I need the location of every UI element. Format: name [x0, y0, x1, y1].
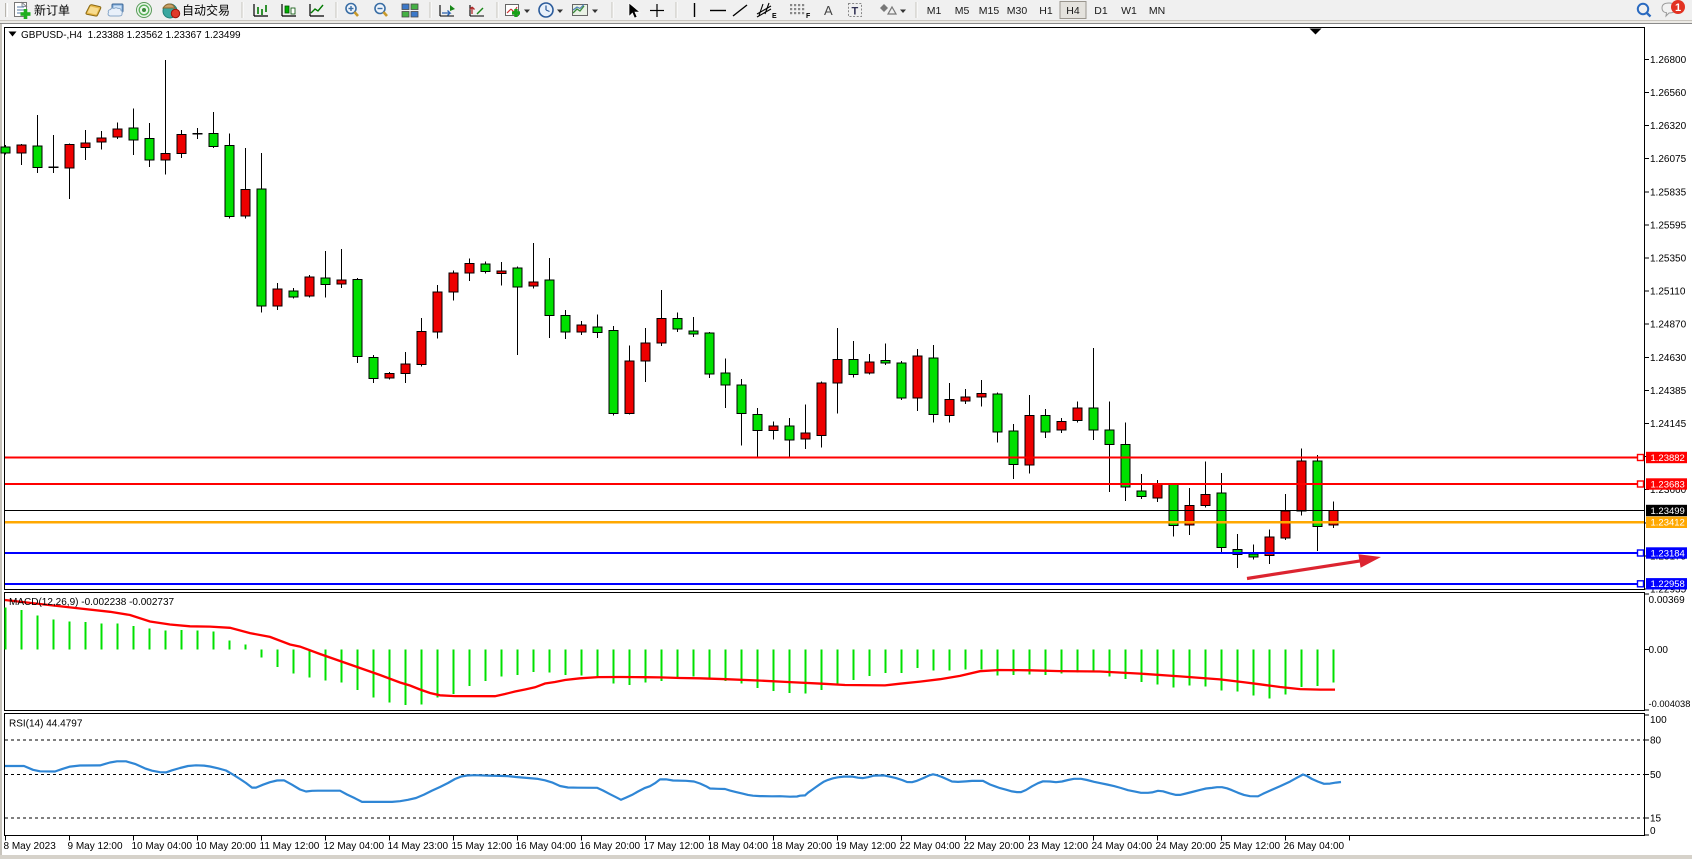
svg-text:22 May 20:00: 22 May 20:00: [964, 841, 1025, 852]
svg-text:23 May 12:00: 23 May 12:00: [1028, 841, 1089, 852]
svg-text:16 May 20:00: 16 May 20:00: [580, 841, 641, 852]
svg-text:1.23499: 1.23499: [1651, 506, 1685, 517]
svg-text:D1: D1: [1094, 5, 1108, 17]
svg-text:8 May 2023: 8 May 2023: [4, 841, 57, 852]
svg-text:A: A: [824, 3, 833, 18]
svg-text:H4: H4: [1066, 5, 1080, 17]
svg-text:T: T: [852, 6, 859, 18]
svg-text:1.24385: 1.24385: [1650, 386, 1687, 397]
svg-text:F: F: [806, 13, 811, 20]
svg-text:自动交易: 自动交易: [182, 3, 230, 18]
svg-text:11 May 12:00: 11 May 12:00: [260, 841, 320, 852]
svg-text:1.23882: 1.23882: [1651, 453, 1685, 464]
svg-text:25 May 12:00: 25 May 12:00: [1220, 841, 1281, 852]
svg-text:M30: M30: [1007, 5, 1028, 17]
svg-text:1.24870: 1.24870: [1650, 320, 1687, 331]
svg-text:0: 0: [1650, 826, 1656, 837]
svg-text:19 May 12:00: 19 May 12:00: [836, 841, 897, 852]
svg-text:1.23184: 1.23184: [1651, 548, 1685, 559]
svg-text:新订单: 新订单: [34, 3, 70, 18]
svg-text:1.24145: 1.24145: [1650, 419, 1687, 430]
svg-text:1.22935: 1.22935: [1650, 585, 1687, 596]
svg-text:15 May 12:00: 15 May 12:00: [452, 841, 513, 852]
svg-text:1.24630: 1.24630: [1650, 353, 1687, 364]
svg-text:50: 50: [1650, 770, 1662, 781]
svg-text:1.25350: 1.25350: [1650, 254, 1687, 265]
svg-text:1.25595: 1.25595: [1650, 220, 1687, 231]
svg-text:W1: W1: [1121, 5, 1137, 17]
svg-text:18 May 04:00: 18 May 04:00: [708, 841, 769, 852]
svg-text:E: E: [772, 13, 777, 20]
svg-text:18 May 20:00: 18 May 20:00: [772, 841, 833, 852]
svg-text:10 May 20:00: 10 May 20:00: [196, 841, 257, 852]
svg-text:MACD(12,26,9) -0.002238 -0.002: MACD(12,26,9) -0.002238 -0.002737: [9, 597, 175, 608]
svg-text:14 May 23:00: 14 May 23:00: [388, 841, 449, 852]
svg-text:15: 15: [1650, 814, 1662, 825]
svg-text:1.23683: 1.23683: [1651, 479, 1685, 490]
svg-text:9 May 12:00: 9 May 12:00: [68, 841, 123, 852]
svg-text:24 May 04:00: 24 May 04:00: [1092, 841, 1153, 852]
svg-text:1.25835: 1.25835: [1650, 187, 1687, 198]
svg-text:0.00: 0.00: [1649, 645, 1669, 656]
svg-text:10 May 04:00: 10 May 04:00: [132, 841, 193, 852]
svg-text:MN: MN: [1149, 5, 1165, 17]
svg-text:RSI(14) 44.4797: RSI(14) 44.4797: [9, 719, 83, 730]
svg-text:-0.004038: -0.004038: [1649, 699, 1691, 709]
svg-text:M5: M5: [955, 5, 970, 17]
svg-text:0.00369: 0.00369: [1649, 595, 1686, 606]
svg-text:24 May 20:00: 24 May 20:00: [1156, 841, 1217, 852]
svg-text:1.26800: 1.26800: [1650, 55, 1687, 66]
svg-text:22 May 04:00: 22 May 04:00: [900, 841, 961, 852]
svg-text:1.26560: 1.26560: [1650, 88, 1687, 99]
svg-text:12 May 04:00: 12 May 04:00: [324, 841, 385, 852]
svg-text:17 May 12:00: 17 May 12:00: [644, 841, 705, 852]
svg-text:1.22958: 1.22958: [1651, 579, 1685, 590]
svg-text:M1: M1: [927, 5, 942, 17]
svg-text:1.23412: 1.23412: [1651, 518, 1685, 529]
svg-text:1.25110: 1.25110: [1650, 287, 1686, 298]
svg-text:1.26320: 1.26320: [1650, 121, 1687, 132]
svg-text:1.26075: 1.26075: [1650, 154, 1687, 165]
svg-text:GBPUSD-,H4 1.23388 1.23562 1.: GBPUSD-,H4 1.23388 1.23562 1.23367 1.234…: [21, 30, 241, 41]
svg-text:M15: M15: [979, 5, 1000, 17]
svg-text:100: 100: [1650, 715, 1667, 726]
svg-text:80: 80: [1650, 735, 1662, 746]
svg-text:16 May 04:00: 16 May 04:00: [516, 841, 577, 852]
svg-text:26 May 04:00: 26 May 04:00: [1284, 841, 1345, 852]
svg-text:1.23660: 1.23660: [1650, 485, 1687, 496]
svg-text:H1: H1: [1039, 5, 1053, 17]
svg-text:1: 1: [1675, 2, 1681, 14]
